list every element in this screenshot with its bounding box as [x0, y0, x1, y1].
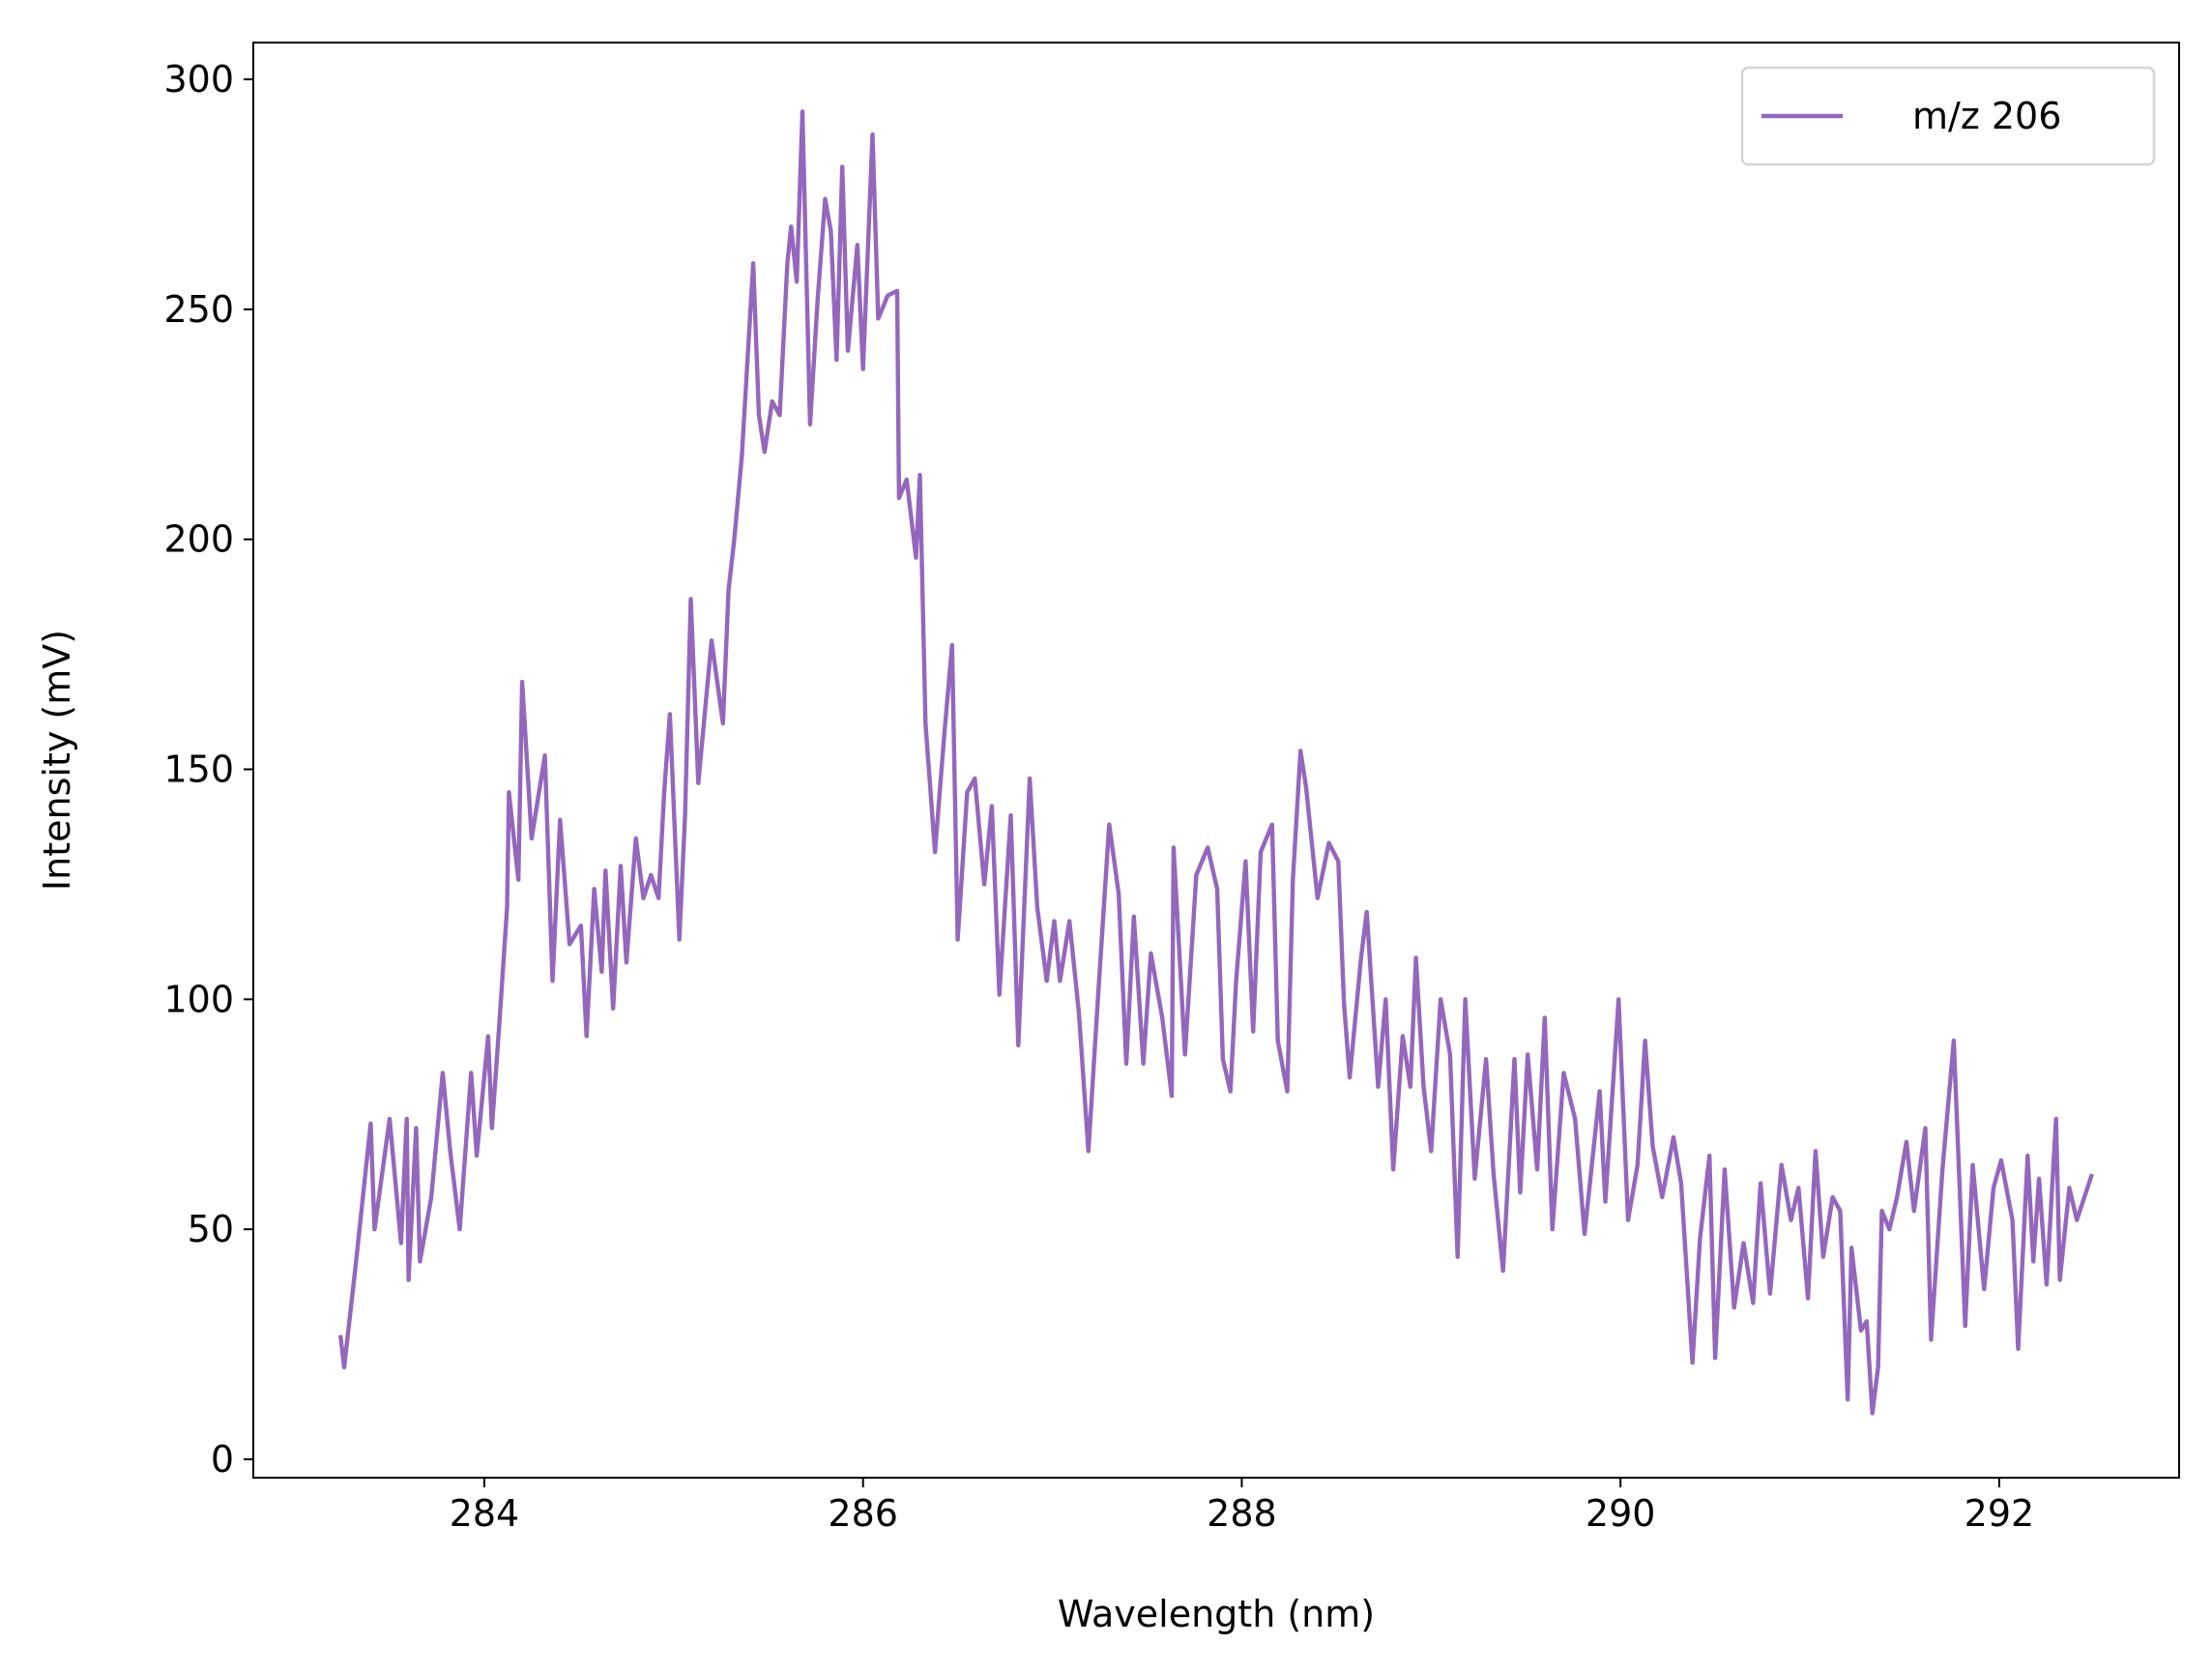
y-tick-label: 50 [188, 1208, 234, 1250]
y-tick-label: 250 [163, 288, 234, 331]
x-tick-label: 288 [1207, 1492, 1277, 1535]
plot-frame [252, 42, 2180, 1479]
x-tick-label: 292 [1965, 1492, 2035, 1535]
x-tick-label: 290 [1586, 1492, 1656, 1535]
legend-label: m/z 206 [1912, 95, 2061, 137]
data-line [337, 109, 2094, 1416]
x-tick-label: 284 [450, 1492, 520, 1535]
x-axis-label: Wavelength (nm) [1058, 1593, 1375, 1635]
y-tick-label: 0 [211, 1438, 234, 1481]
legend-box [1740, 66, 2156, 166]
y-tick-label: 100 [163, 978, 234, 1020]
y-tick-label: 200 [163, 518, 234, 561]
y-tick-label: 300 [163, 58, 234, 101]
y-axis-label: Intensity (mV) [36, 630, 78, 891]
x-tick-label: 286 [828, 1492, 898, 1535]
y-tick-label: 150 [163, 749, 234, 791]
